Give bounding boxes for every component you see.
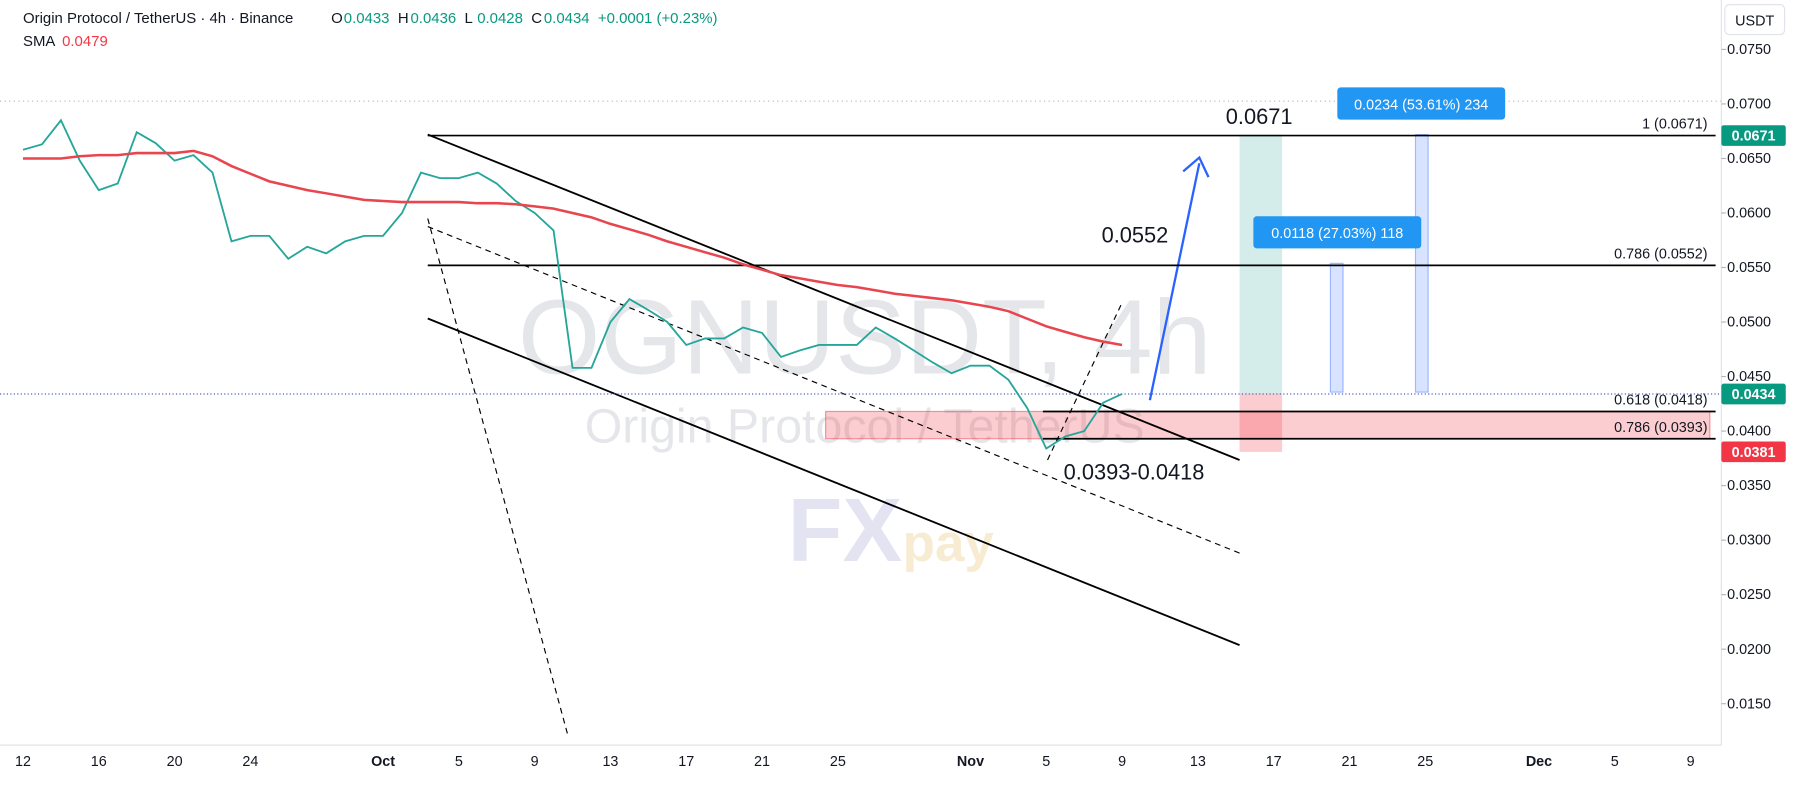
arrow [1148,163,1201,401]
currency-button[interactable] [1724,4,1786,36]
x-tick-label: 21 [754,754,770,770]
y-tick-label: 0.0600 [1727,206,1771,222]
y-tick-label: 0.0700 [1727,97,1771,113]
x-tick-label: 13 [1190,754,1206,770]
ohlc-label: O [331,10,343,27]
y-tick-label: 0.0250 [1727,587,1771,603]
x-tick-label: 9 [1687,754,1695,770]
x-tick-label: 9 [1118,754,1126,770]
sma-value: 0.0479 [62,33,108,50]
support-zone [825,410,1711,440]
measure-bar [1414,133,1429,393]
x-tick-label: 13 [602,754,618,770]
fib-label: 0.786 (0.0552) [1614,246,1707,262]
price-badge-label: 0.0381 [1732,445,1776,461]
y-tick-label: 0.0400 [1727,424,1771,440]
measure-label-box [1253,216,1422,249]
dashed-line [1047,304,1122,461]
x-tick-label: 24 [242,754,258,770]
channel-mid [427,226,1240,554]
x-tick-label: 20 [167,754,183,770]
ohlc-value: 0.0434 [544,10,590,27]
price-badge-label: 0.0434 [1732,387,1776,403]
annotation: 0.0552 [1102,223,1169,248]
risk-zone [1239,393,1283,452]
price-badge-label: 0.0671 [1732,129,1776,145]
ohlc-value: 0.0436 [411,10,457,27]
ohlc-value: 0.0433 [344,10,390,27]
channel-lower [427,317,1240,646]
x-tick-label: 9 [531,754,539,770]
x-tick-label: 17 [678,754,694,770]
x-tick-label: 5 [1611,754,1619,770]
measure-label: 0.0234 (53.61%) 234 [1354,97,1488,113]
x-tick-label: 21 [1341,754,1357,770]
dashed-line [427,218,569,737]
ohlc-value: 0.0428 [477,10,523,27]
measure-bar [1329,262,1344,393]
price-line-series [22,118,1123,450]
zone-group [825,410,1711,440]
ohlc-label: L [465,10,473,27]
measure-label: 0.0118 (27.03%) 118 [1271,226,1403,242]
fib-label: 1 (0.0671) [1642,117,1707,133]
header: Origin Protocol / TetherUS · 4h · Binanc… [23,10,718,50]
plot: 1 (0.0671) 0.786 (0.0552) 0.618 (0.0418) 0.… [0,117,1722,450]
x-tick-label: 16 [91,754,107,770]
logo-pay: pay [903,514,995,573]
y-tick-label: 0.0750 [1727,42,1771,58]
price-badge [1721,383,1786,405]
y-tick-label: 0.0650 [1727,151,1771,167]
x-tick-label: 25 [1417,754,1433,770]
ohlc-label: H [398,10,409,27]
x-tick-label: Dec [1526,754,1552,770]
annotation: 0.0393-0.0418 [1064,460,1205,485]
currency[interactable]: USDT [1735,13,1774,29]
y-tick-label: 0.0500 [1727,315,1771,331]
x-tick-label: 17 [1266,754,1282,770]
y-tick-label: 0.0550 [1727,260,1771,276]
y-tick-label: 0.0150 [1727,696,1771,712]
y-tick-label: 0.0450 [1727,369,1771,385]
measure-label-box [1337,87,1506,120]
reward-zone [1239,134,1283,394]
fib-label: 0.786 (0.0393) [1614,420,1707,436]
y-tick-label: 0.0300 [1727,533,1771,549]
symbol-title: Origin Protocol / TetherUS · 4h · Binanc… [23,10,293,27]
y-tick-label: 0.0200 [1727,642,1771,658]
change: +0.0001 (+0.23%) [598,10,718,27]
x-tick-label: 5 [455,754,463,770]
x-tick-label: 25 [830,754,846,770]
x-tick-label: 12 [15,754,31,770]
x-tick-label: 5 [1042,754,1050,770]
sma-line [22,149,1123,347]
price-badge [1721,441,1786,463]
price-badge [1721,125,1786,146]
arrow-head [1182,155,1210,178]
y-tick-label: 0.0350 [1727,478,1771,494]
logo-fx: FX [788,481,903,581]
annotation: 0.0671 [1226,104,1293,129]
ohlc-label: C [531,10,542,27]
fib-label: 0.618 (0.0418) [1614,393,1707,409]
sma-label: SMA [23,33,55,50]
x-tick-label: Nov [957,754,984,770]
channel-upper [427,133,1240,461]
x-tick-label: Oct [371,754,395,770]
